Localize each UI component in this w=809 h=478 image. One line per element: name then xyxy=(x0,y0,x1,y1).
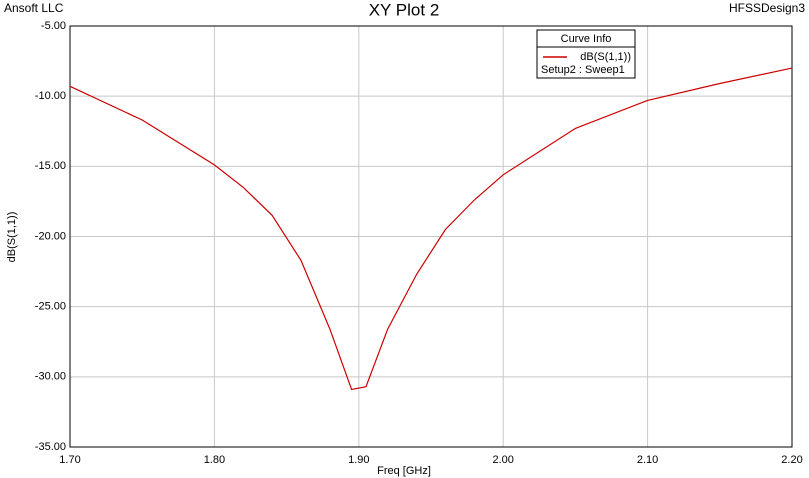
y-tick-label: -5.00 xyxy=(41,20,66,32)
y-axis-label: dB(S(1,1)) xyxy=(6,212,18,263)
y-tick-label: -20.00 xyxy=(35,230,66,242)
design-label: HFSSDesign3 xyxy=(729,1,805,15)
legend-title: Curve Info xyxy=(561,33,612,45)
y-tick-label: -15.00 xyxy=(35,160,66,172)
y-tick-label: -25.00 xyxy=(35,301,66,313)
x-tick-label: 1.90 xyxy=(348,454,369,466)
y-tick-label: -10.00 xyxy=(35,90,66,102)
legend-label: dB(S(1,1)) xyxy=(580,51,631,63)
chart-title: XY Plot 2 xyxy=(369,0,440,19)
x-tick-label: 2.10 xyxy=(637,454,658,466)
x-tick-label: 2.00 xyxy=(492,454,513,466)
y-tick-label: -35.00 xyxy=(35,441,66,453)
x-tick-label: 1.70 xyxy=(59,454,80,466)
x-axis-label: Freq [GHz] xyxy=(377,465,431,477)
y-tick-label: -30.00 xyxy=(35,371,66,383)
company-label: Ansoft LLC xyxy=(4,1,64,15)
legend-box xyxy=(536,29,636,79)
legend-note: Setup2 : Sweep1 xyxy=(541,64,625,76)
plot-frame xyxy=(69,25,793,448)
data-line xyxy=(69,67,793,391)
x-tick-label: 2.20 xyxy=(781,454,802,466)
x-tick-label: 1.80 xyxy=(204,454,225,466)
